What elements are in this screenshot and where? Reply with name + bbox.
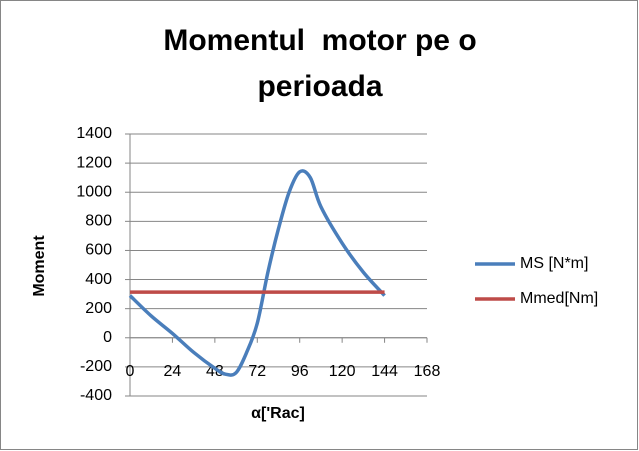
series-line (128, 169, 386, 377)
x-axis-title: α['Rac] (251, 405, 305, 422)
y-tick-label: 1400 (76, 125, 112, 142)
y-tick-label: 800 (85, 213, 112, 230)
y-tick-label: 600 (85, 242, 112, 259)
legend-label: Mmed[Nm] (520, 290, 598, 307)
chart-title: Momentul motor pe o perioada (163, 24, 485, 103)
x-tick-label: 168 (414, 363, 441, 380)
x-tick-label: 96 (291, 363, 309, 380)
y-tick-label: 1200 (76, 154, 112, 171)
x-tick-label: 120 (329, 363, 356, 380)
x-tick-label: 72 (248, 363, 266, 380)
y-tick-label: 400 (85, 271, 112, 288)
y-tick-label: 0 (103, 329, 112, 346)
legend-label: MS [N*m] (520, 255, 588, 272)
y-tick-label: -400 (80, 387, 112, 404)
x-tick-label: 24 (164, 363, 182, 380)
y-tick-label: -200 (80, 358, 112, 375)
y-axis-title: Moment (31, 235, 48, 297)
x-tick-label: 144 (371, 363, 398, 380)
x-tick-label: 0 (126, 363, 135, 380)
y-tick-label: 1000 (76, 183, 112, 200)
y-tick-label: 200 (85, 300, 112, 317)
